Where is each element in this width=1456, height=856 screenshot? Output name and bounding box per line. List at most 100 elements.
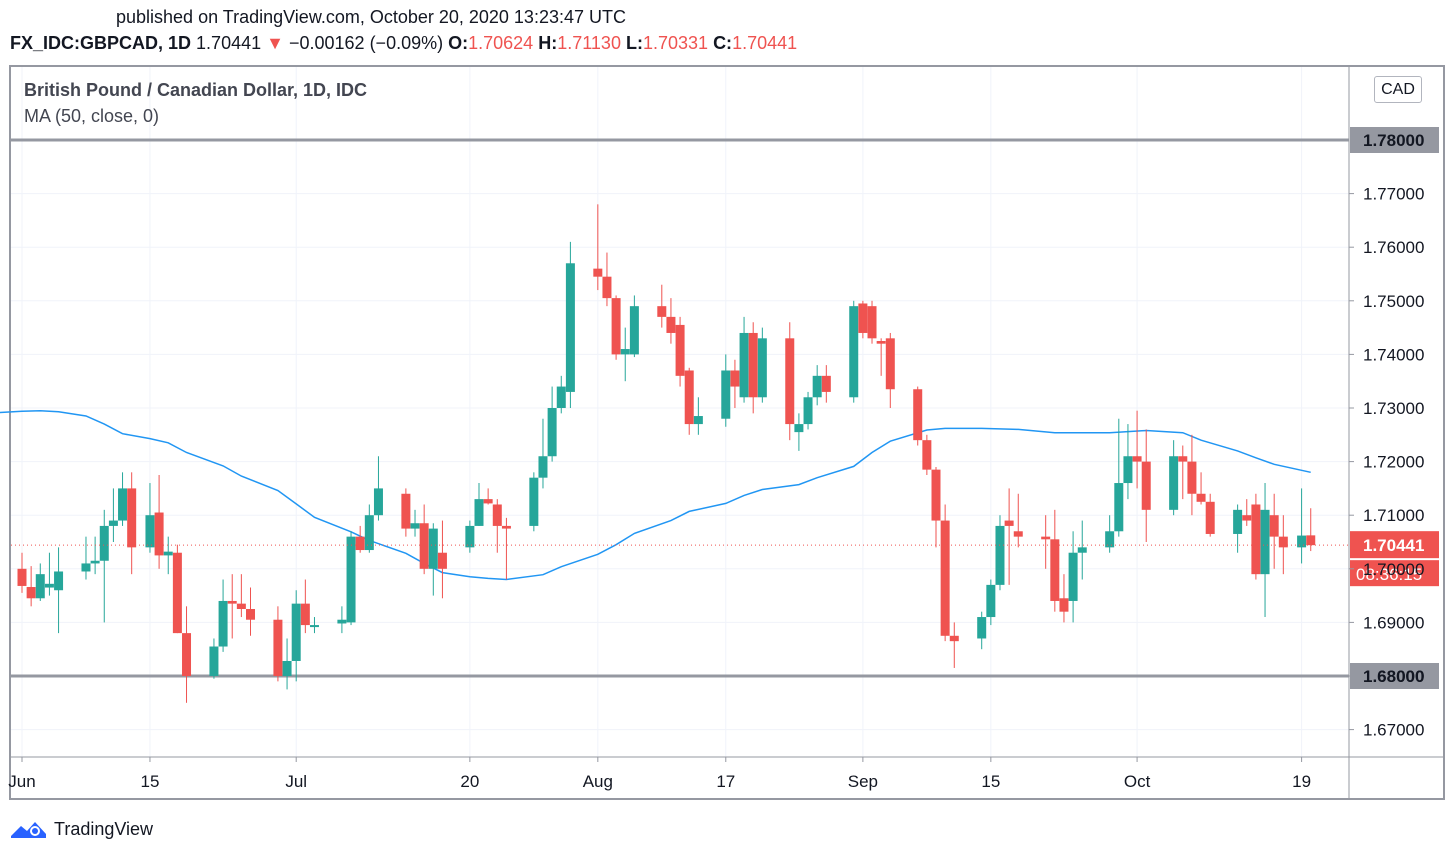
candle[interactable] [373,456,383,521]
candle[interactable] [99,509,109,623]
candle[interactable] [666,298,676,344]
candle[interactable] [492,499,502,553]
candle[interactable] [145,483,155,553]
candle[interactable] [538,418,548,489]
candle[interactable] [986,579,996,626]
candle[interactable] [401,488,411,537]
candle[interactable] [1123,424,1133,500]
candle[interactable] [657,284,667,328]
legend-ma[interactable]: MA (50, close, 0) [24,106,160,126]
candle[interactable] [876,338,886,376]
candle[interactable] [35,563,45,601]
candle[interactable] [1297,488,1307,564]
candle[interactable] [410,509,420,537]
candle[interactable] [867,300,877,344]
candle[interactable] [1059,574,1069,623]
chart-frame[interactable] [9,65,1445,800]
candle[interactable] [675,316,685,387]
candle[interactable] [364,504,374,553]
candle[interactable] [1233,504,1243,553]
candle[interactable] [730,359,740,408]
candle[interactable] [629,295,639,358]
candle[interactable] [1105,515,1115,553]
candle[interactable] [940,504,950,642]
candle[interactable] [1041,515,1051,569]
candle[interactable] [474,483,484,526]
candle[interactable] [81,536,91,580]
currency-badge[interactable]: CAD [1374,76,1422,103]
candle[interactable] [44,552,54,596]
symbol-label[interactable]: FX_IDC:GBPCAD, 1D [10,33,192,53]
ma-line[interactable] [0,409,1311,581]
candle[interactable] [337,606,347,634]
candle[interactable] [620,327,630,382]
candle[interactable] [182,606,192,703]
candle[interactable] [1178,445,1188,500]
candle[interactable] [1306,508,1316,552]
candle[interactable] [355,525,365,553]
candle[interactable] [913,386,923,446]
candle[interactable] [977,611,987,650]
candle[interactable] [995,515,1005,591]
candle[interactable] [209,638,219,679]
candle[interactable] [419,504,429,575]
candle[interactable] [757,327,767,403]
candle[interactable] [1013,493,1023,548]
candle[interactable] [483,488,493,505]
candle[interactable] [794,413,804,451]
candle[interactable] [172,544,182,634]
candle[interactable] [1260,483,1270,618]
candle[interactable] [300,579,310,634]
candle[interactable] [1251,493,1261,580]
candle[interactable] [291,590,301,682]
candle[interactable] [1114,418,1124,537]
candle[interactable] [849,300,859,403]
candle[interactable] [931,466,941,548]
candle[interactable] [556,375,566,414]
candle[interactable] [803,391,813,430]
candle[interactable] [684,367,694,435]
candle[interactable] [428,523,438,596]
candle[interactable] [154,475,164,569]
candle[interactable] [1269,493,1279,569]
candle[interactable] [748,322,758,414]
candle[interactable] [17,552,27,593]
candle[interactable] [1068,531,1078,623]
candle[interactable] [54,547,64,634]
candle[interactable] [721,354,731,427]
candle[interactable] [309,617,319,634]
candle[interactable] [90,536,100,575]
candle[interactable] [1187,434,1197,516]
candle[interactable] [547,386,557,462]
candle[interactable] [127,472,137,575]
candle[interactable] [227,574,237,639]
candle[interactable] [218,579,228,652]
candle[interactable] [346,531,356,626]
candle[interactable] [821,365,831,403]
candle[interactable] [1077,520,1087,580]
candle[interactable] [1050,509,1060,612]
candle[interactable] [246,587,255,636]
candle[interactable] [236,574,246,618]
candle[interactable] [785,322,795,441]
candle[interactable] [1132,410,1142,489]
candle[interactable] [602,252,612,307]
candle[interactable] [273,606,283,682]
candle[interactable] [949,622,959,668]
candle[interactable] [565,241,575,408]
candle[interactable] [1141,429,1151,542]
candle[interactable] [163,536,173,575]
candle[interactable] [1196,472,1206,505]
candle[interactable] [26,566,36,607]
candle[interactable] [1169,440,1179,516]
candle[interactable] [922,434,932,475]
candle[interactable] [885,332,895,408]
candle[interactable] [611,295,621,360]
candle[interactable] [593,204,603,291]
candle[interactable] [282,638,292,690]
candle[interactable] [501,517,511,580]
candle[interactable] [739,316,749,403]
candle[interactable] [529,472,539,532]
candle[interactable] [108,488,118,542]
